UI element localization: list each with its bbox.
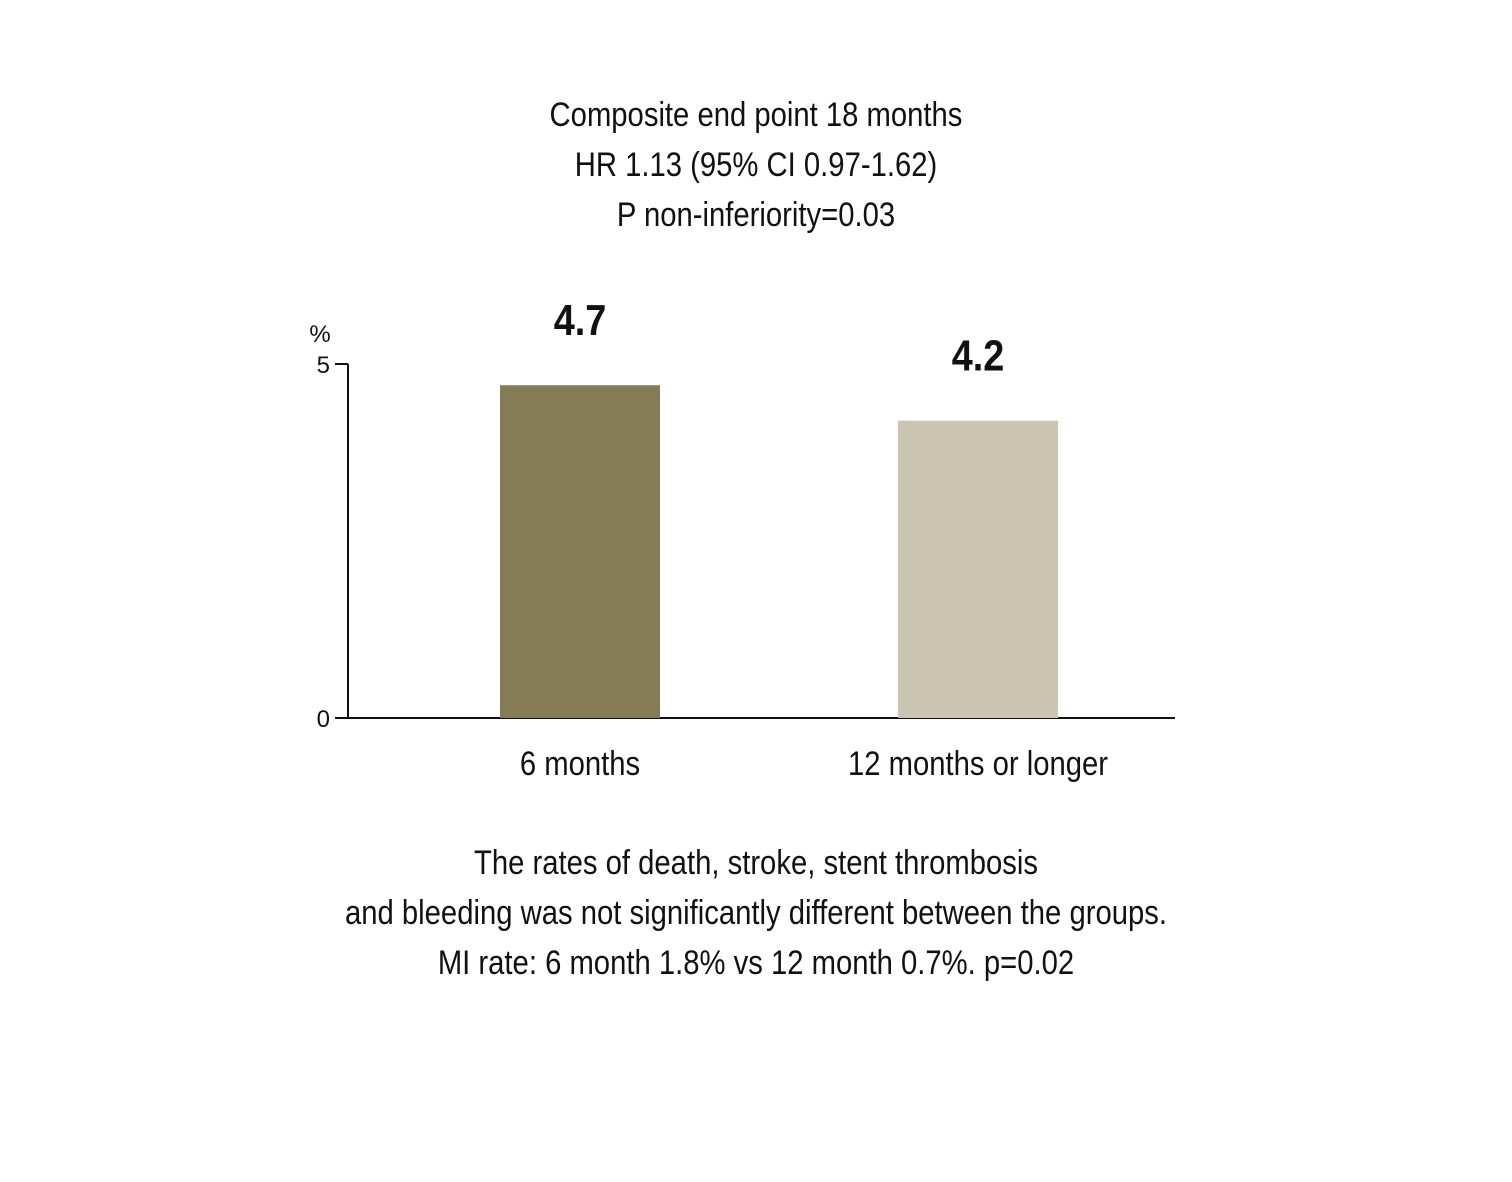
category-label: 6 months bbox=[520, 744, 640, 783]
y-tick-label: 5 bbox=[317, 352, 330, 379]
chart-title-line-1: Composite end point 18 months bbox=[549, 96, 963, 134]
footnote-line-3: MI rate: 6 month 1.8% vs 12 month 0.7%. … bbox=[437, 944, 1075, 982]
chart-title-line-2: HR 1.13 (95% CI 0.97-1.62) bbox=[574, 146, 938, 184]
y-axis-label: % bbox=[309, 321, 330, 348]
chart-title-line-3: P non-inferiority=0.03 bbox=[616, 196, 896, 234]
bar bbox=[500, 385, 660, 718]
bars bbox=[500, 385, 1058, 718]
footnote-line-2: and bleeding was not significantly diffe… bbox=[345, 894, 1167, 932]
value-label: 4.2 bbox=[952, 331, 1005, 380]
y-ticks: 05 bbox=[317, 352, 348, 733]
category-labels: 6 months 12 months or longer bbox=[520, 744, 1108, 783]
footnote-line-1: The rates of death, stroke, stent thromb… bbox=[474, 844, 1038, 882]
y-tick-label: 0 bbox=[317, 706, 330, 733]
category-label: 12 months or longer bbox=[848, 744, 1108, 783]
chart-title: Composite end point 18 months HR 1.13 (9… bbox=[106, 90, 1406, 240]
bar bbox=[898, 420, 1058, 718]
value-label: 4.7 bbox=[554, 296, 607, 345]
value-labels: 4.7 4.2 bbox=[554, 296, 1005, 381]
chart-footnote: The rates of death, stroke, stent thromb… bbox=[106, 838, 1406, 988]
